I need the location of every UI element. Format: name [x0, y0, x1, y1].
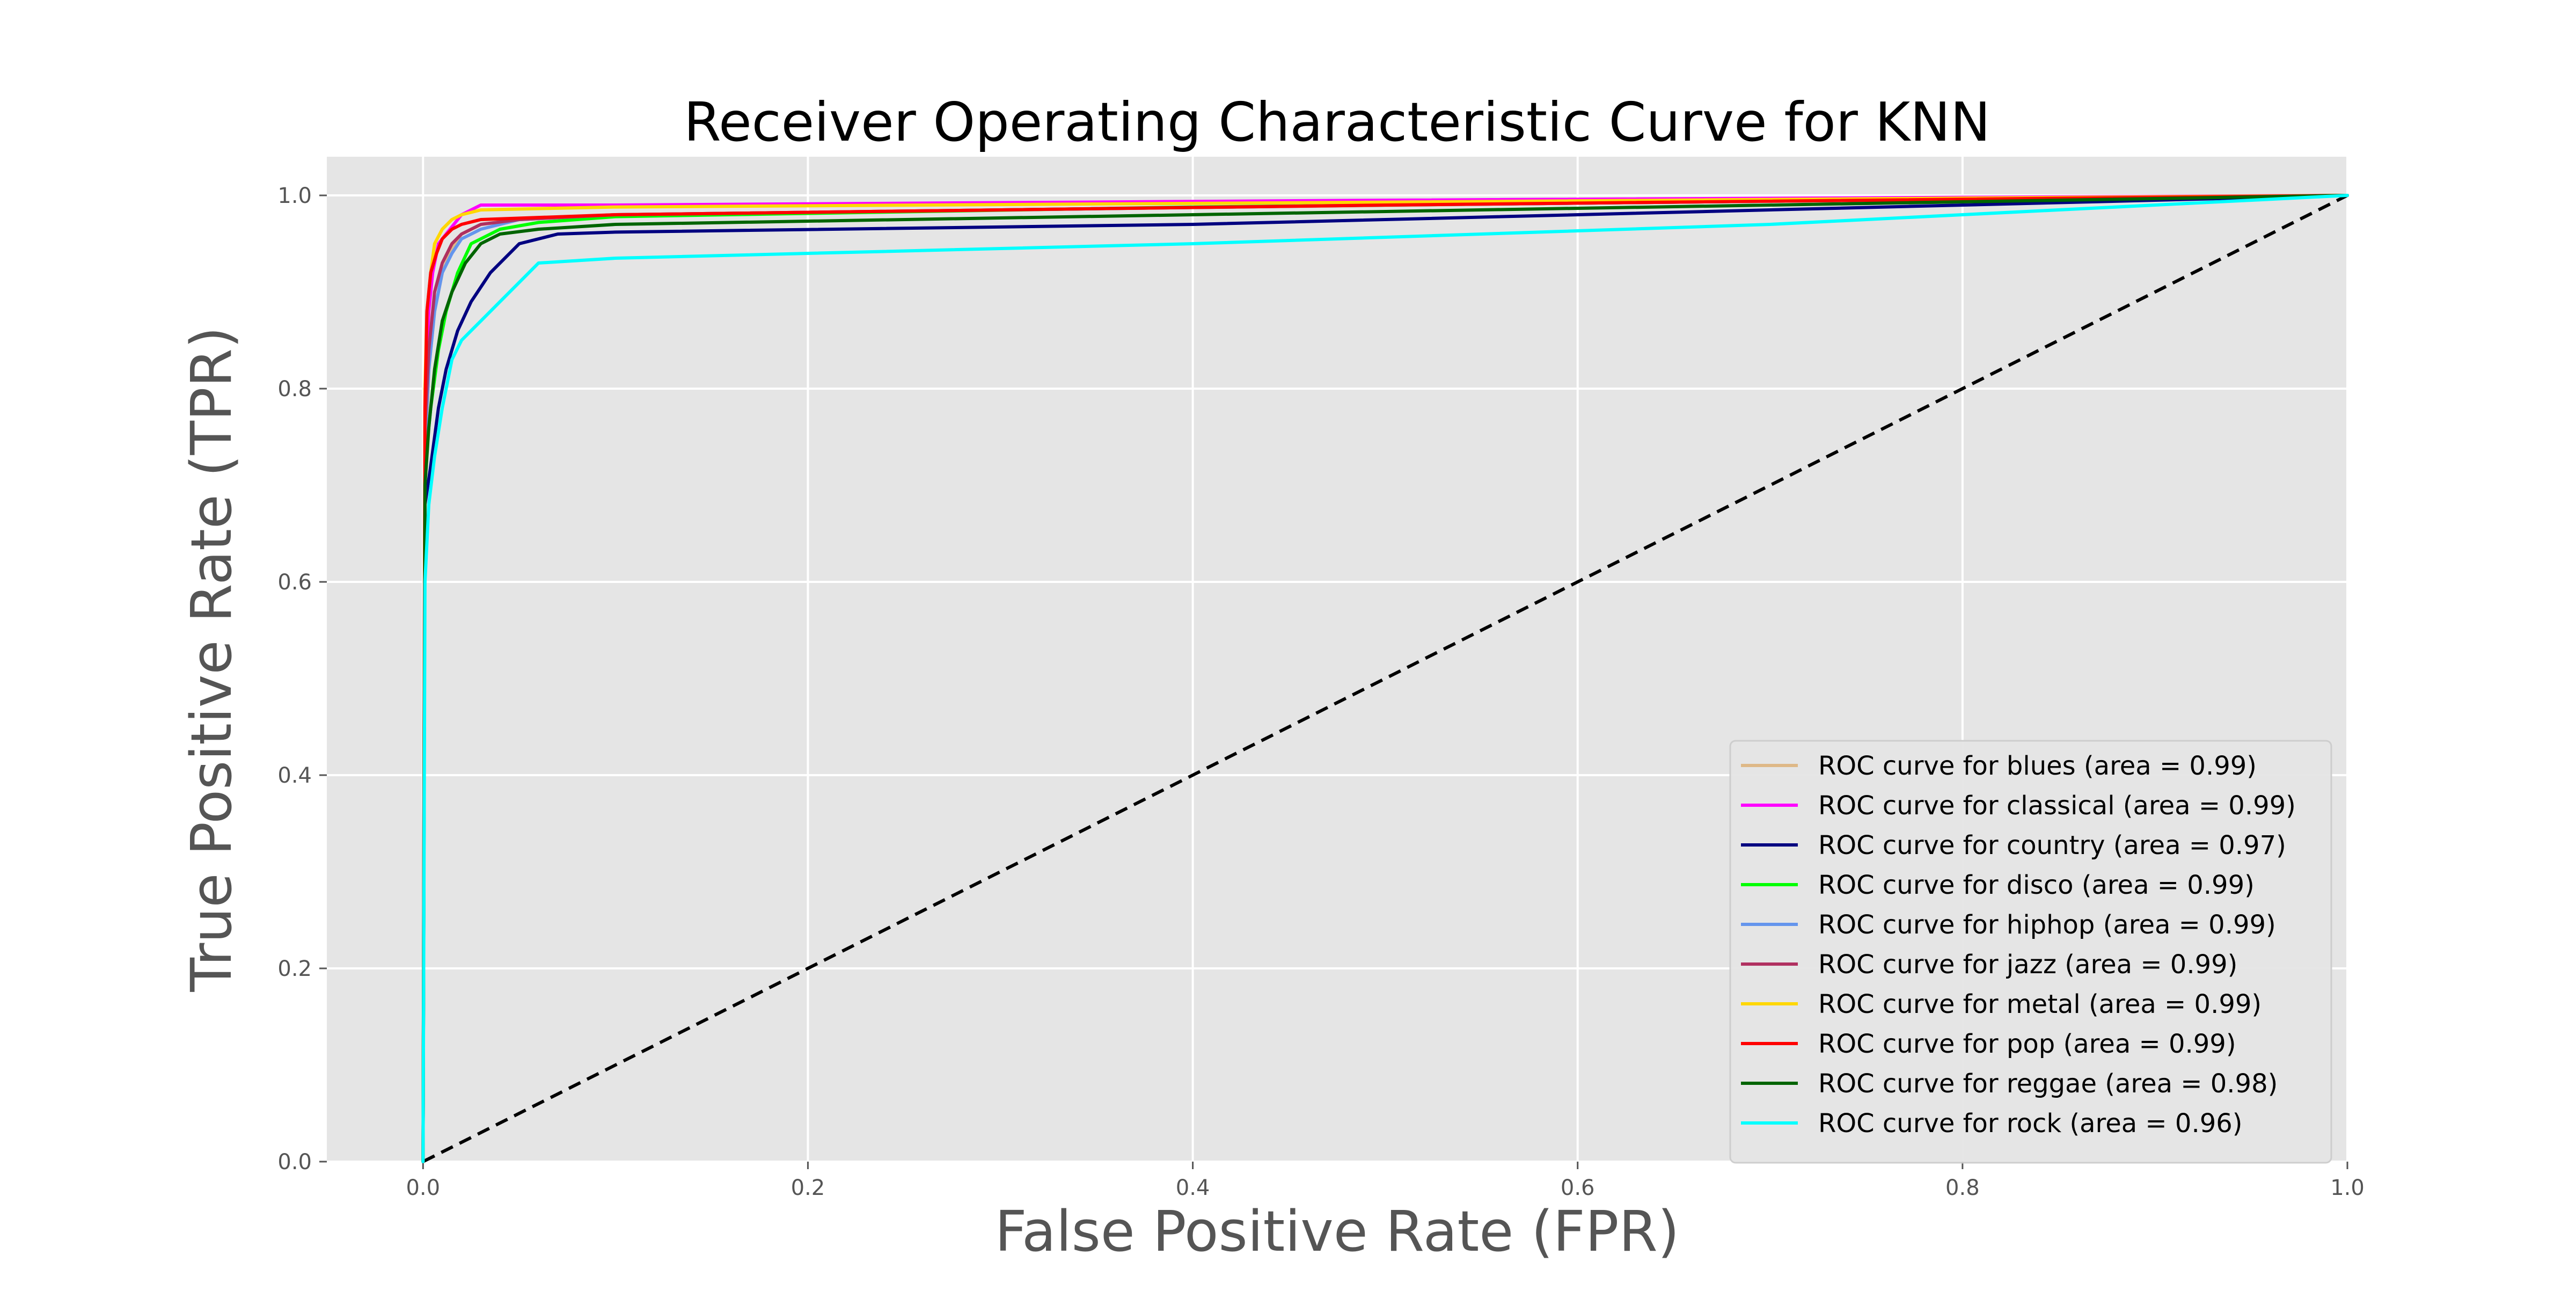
roc-line-classical	[421, 194, 2349, 1163]
x-axis-label: False Positive Rate (FPR)	[995, 1199, 1680, 1264]
axis-ticks: 0.0 0.2 0.4 0.6 0.8 1.0 0.0 0.2 0.4 0.6 0.8 1.0	[277, 184, 2364, 1200]
x-tick-label: 0.6	[1561, 1176, 1595, 1200]
legend-label-classical: ROC curve for classical (area = 0.99)	[1818, 791, 2296, 821]
y-tick-label: 0.4	[277, 763, 312, 788]
roc-line-country	[421, 194, 2349, 1163]
legend-label-disco: ROC curve for disco (area = 0.99)	[1818, 870, 2255, 900]
legend-box	[1729, 740, 2332, 1164]
y-axis-label: True Positive Rate (TPR)	[179, 326, 244, 992]
roc-line-pop	[421, 194, 2349, 1163]
roc-line-reggae	[421, 194, 2349, 1163]
legend-label-reggae: ROC curve for reggae (area = 0.98)	[1818, 1069, 2278, 1099]
legend: ROC curve for blues (area = 0.99) ROC cur…	[1729, 740, 2332, 1164]
legend-label-rock: ROC curve for rock (area = 0.96)	[1818, 1108, 2243, 1139]
roc-series	[421, 194, 2349, 1163]
y-tick-label: 0.2	[277, 957, 312, 981]
legend-label-blues: ROC curve for blues (area = 0.99)	[1818, 751, 2257, 781]
x-tick-label: 0.2	[791, 1176, 825, 1200]
x-tick-label: 1.0	[2330, 1176, 2365, 1200]
chart-title: Receiver Operating Characteristic Curve …	[684, 91, 1990, 154]
roc-line-rock	[421, 194, 2349, 1163]
x-tick-label: 0.8	[1945, 1176, 1980, 1200]
legend-label-country: ROC curve for country (area = 0.97)	[1818, 830, 2286, 860]
x-tick-label: 0.0	[406, 1176, 440, 1200]
y-tick-label: 0.6	[277, 570, 312, 595]
chance-diagonal-line	[422, 194, 2348, 1163]
legend-label-metal: ROC curve for metal (area = 0.99)	[1818, 989, 2262, 1019]
x-tick-label: 0.4	[1176, 1176, 1210, 1200]
y-tick-label: 1.0	[277, 184, 312, 208]
legend-label-pop: ROC curve for pop (area = 0.99)	[1818, 1029, 2236, 1059]
y-tick-label: 0.0	[277, 1150, 312, 1175]
legend-label-jazz: ROC curve for jazz (area = 0.99)	[1818, 950, 2237, 980]
chance-reference-line	[422, 194, 2348, 1163]
y-tick-label: 0.8	[277, 377, 312, 402]
legend-label-hiphop: ROC curve for hiphop (area = 0.99)	[1818, 910, 2276, 940]
